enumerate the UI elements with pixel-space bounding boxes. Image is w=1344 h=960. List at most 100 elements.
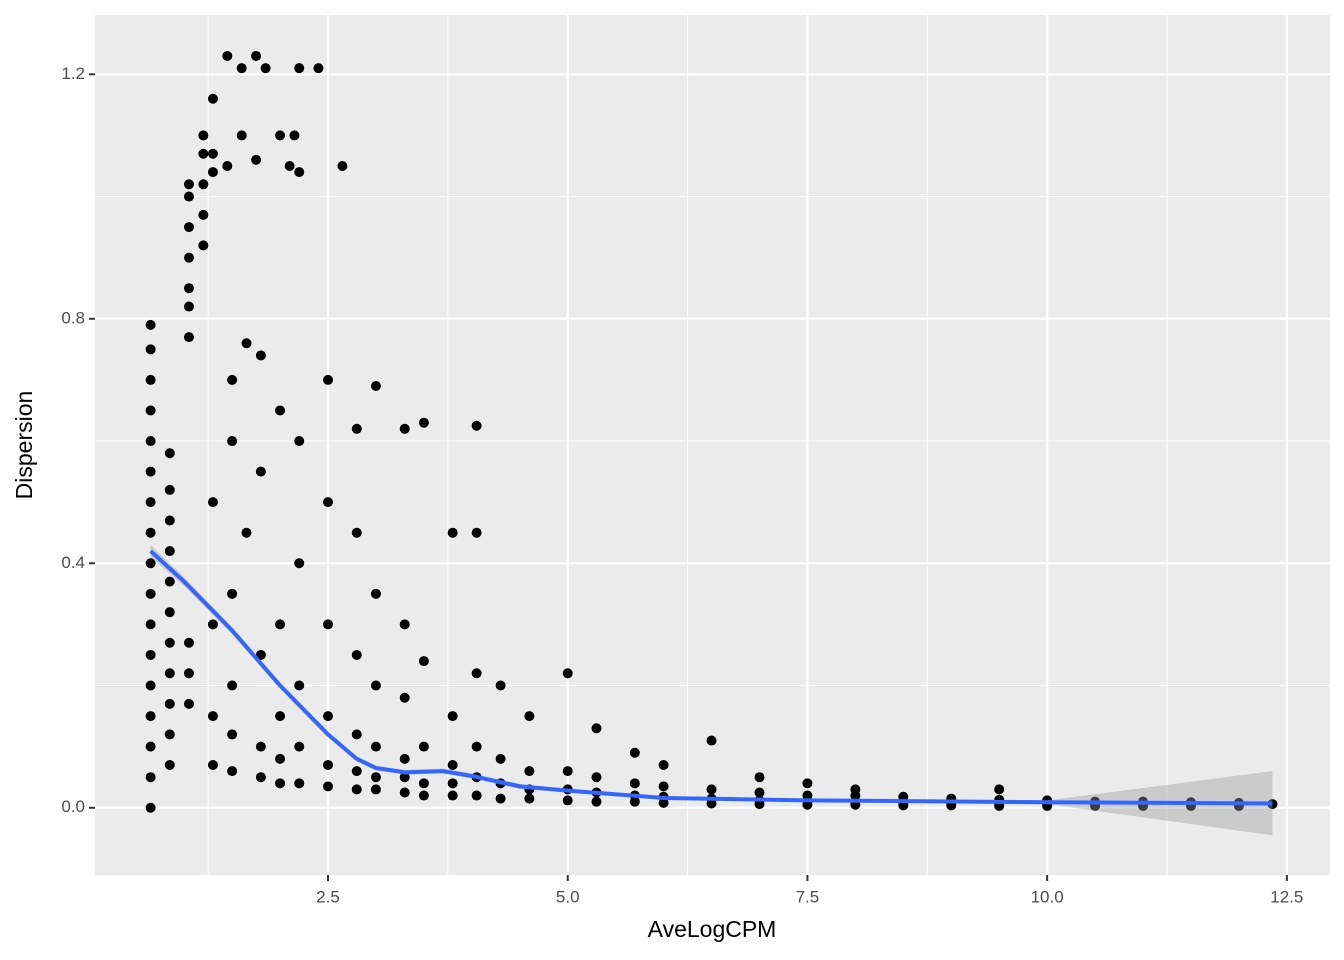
point <box>323 497 334 508</box>
point <box>337 160 348 171</box>
point <box>145 436 156 447</box>
point <box>562 668 573 679</box>
point <box>207 619 218 630</box>
y-tick-label: 0.0 <box>61 797 85 816</box>
point <box>399 787 410 798</box>
x-tick-label: 7.5 <box>796 887 820 906</box>
point <box>207 497 218 508</box>
y-tick-label: 1.2 <box>61 64 85 83</box>
point <box>145 680 156 691</box>
point <box>447 527 458 538</box>
point <box>294 436 305 447</box>
point <box>251 154 262 165</box>
point <box>706 735 717 746</box>
point <box>629 747 640 758</box>
point <box>351 423 362 434</box>
point <box>323 781 334 792</box>
point <box>145 527 156 538</box>
point <box>183 191 194 202</box>
point <box>227 436 238 447</box>
point <box>255 772 266 783</box>
point <box>313 63 324 74</box>
point <box>351 784 362 795</box>
point <box>754 787 765 798</box>
point <box>418 741 429 752</box>
point <box>145 802 156 813</box>
point <box>323 759 334 770</box>
point <box>399 772 410 783</box>
point <box>164 607 175 618</box>
point <box>227 729 238 740</box>
point <box>447 778 458 789</box>
point <box>351 649 362 660</box>
point <box>399 692 410 703</box>
point <box>183 283 194 294</box>
point <box>370 588 381 599</box>
point <box>370 381 381 392</box>
point <box>222 160 233 171</box>
point <box>183 698 194 709</box>
point <box>351 766 362 777</box>
point <box>164 448 175 459</box>
point <box>418 417 429 428</box>
x-tick-label: 2.5 <box>316 887 340 906</box>
point <box>164 668 175 679</box>
point <box>370 741 381 752</box>
point <box>294 778 305 789</box>
point <box>294 167 305 178</box>
x-tick-label: 5.0 <box>556 887 580 906</box>
point <box>260 63 271 74</box>
point <box>754 772 765 783</box>
point <box>629 778 640 789</box>
point <box>591 772 602 783</box>
point <box>399 619 410 630</box>
point <box>251 50 262 61</box>
point <box>227 680 238 691</box>
point <box>207 148 218 159</box>
point <box>164 546 175 557</box>
point <box>222 50 233 61</box>
y-tick-label: 0.4 <box>61 553 85 572</box>
point <box>495 793 506 804</box>
point <box>164 576 175 587</box>
point <box>495 680 506 691</box>
point <box>471 741 482 752</box>
point <box>183 668 194 679</box>
point <box>164 698 175 709</box>
point <box>524 766 535 777</box>
point <box>164 729 175 740</box>
point <box>227 374 238 385</box>
point <box>275 405 286 416</box>
point <box>370 680 381 691</box>
point <box>198 179 209 190</box>
point <box>275 711 286 722</box>
point <box>227 766 238 777</box>
point <box>255 649 266 660</box>
point <box>207 167 218 178</box>
smooth-line <box>149 549 1273 806</box>
point <box>994 784 1005 795</box>
point <box>850 784 861 795</box>
point <box>183 301 194 312</box>
point <box>418 790 429 801</box>
point <box>255 741 266 752</box>
point <box>658 781 669 792</box>
point <box>198 209 209 220</box>
point <box>164 637 175 648</box>
point <box>183 332 194 343</box>
point <box>323 711 334 722</box>
point <box>164 515 175 526</box>
point <box>198 148 209 159</box>
point <box>145 649 156 660</box>
point <box>207 93 218 104</box>
point <box>524 793 535 804</box>
point <box>495 753 506 764</box>
point <box>370 772 381 783</box>
point <box>241 338 252 349</box>
point <box>275 753 286 764</box>
point <box>145 497 156 508</box>
point <box>351 729 362 740</box>
point <box>351 527 362 538</box>
point <box>145 558 156 569</box>
